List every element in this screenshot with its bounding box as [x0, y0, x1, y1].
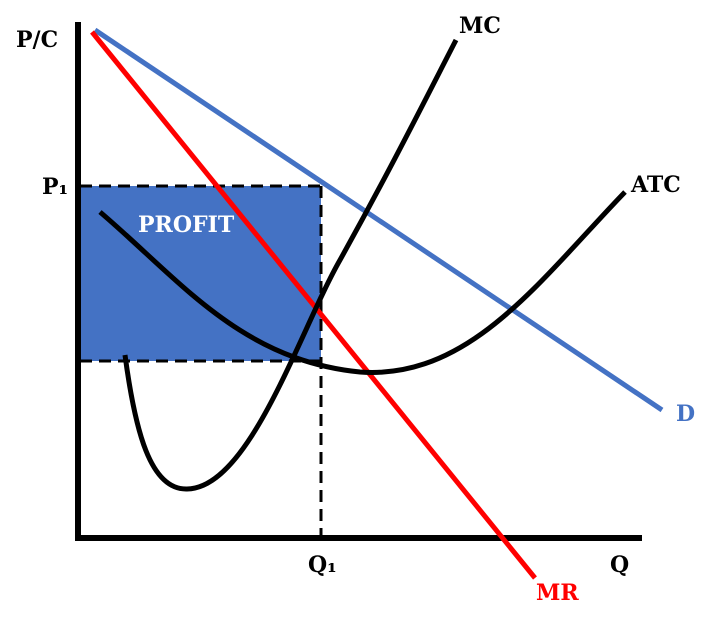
demand-label: D: [676, 401, 695, 427]
mr-label: MR: [536, 580, 579, 606]
quantity-label: Q₁: [308, 552, 337, 578]
atc-curve: [98, 190, 627, 375]
mc-curve: [122, 38, 459, 492]
x-axis-label: Q: [610, 552, 629, 578]
y-axis-label: P/C: [16, 27, 58, 53]
price-label: P₁: [42, 174, 68, 200]
marginal-revenue-curve: [90, 30, 537, 580]
mc-label: MC: [459, 13, 501, 39]
profit-label: PROFIT: [138, 212, 235, 238]
profit-area: [80, 186, 321, 361]
atc-label: ATC: [630, 172, 681, 198]
demand-curve: [93, 27, 664, 413]
